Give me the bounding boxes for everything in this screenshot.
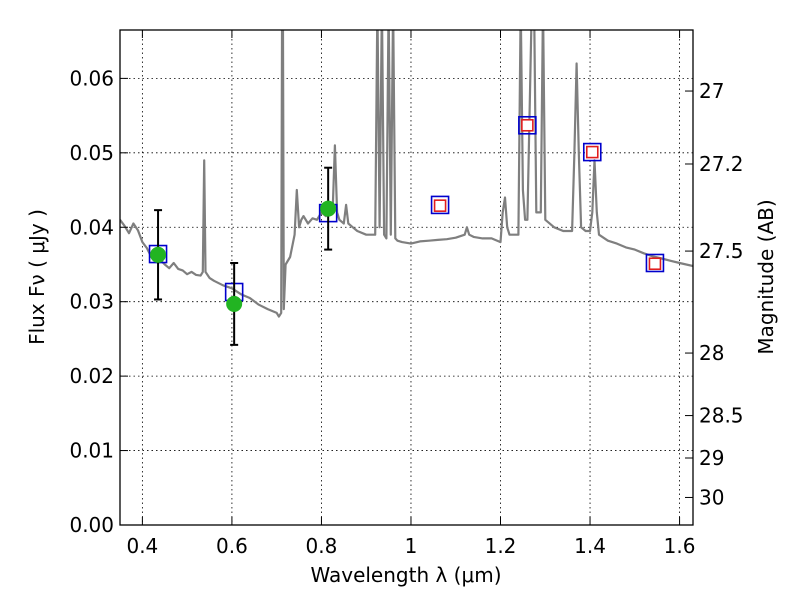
y2-tick-label: 28 (699, 341, 724, 365)
y2-tick-label: 27.5 (699, 239, 744, 263)
tick-labels: 0.4 0.6 0.8 1 1.2 1.4 1.6 0.00 0.01 0.02 0.03 0.04 0… (69, 66, 743, 558)
y-tick-label: 0.01 (69, 439, 114, 463)
y-axis-title: Flux Fν ( μJy ) (25, 209, 49, 345)
x-tick-label: 1 (405, 534, 418, 558)
grid (120, 30, 693, 526)
y2-axis-title: Magnitude (AB) (754, 199, 778, 354)
y2-tick-label: 29 (699, 446, 724, 470)
y-tick-label: 0.05 (69, 141, 114, 165)
plot-frame (119, 29, 694, 526)
spectrum-line (120, 30, 693, 318)
marker-layer (148, 115, 665, 346)
predicted-square-marker (521, 118, 534, 132)
predicted-square-marker (585, 145, 599, 159)
x-tick-label: 1.4 (574, 534, 606, 558)
model-square-marker (582, 142, 602, 162)
y-tick-label: 0.03 (69, 290, 114, 314)
x-tick-label: 0.6 (216, 534, 248, 558)
y2-tick-label: 27 (699, 79, 724, 103)
predicted-square-marker (433, 199, 447, 212)
x-tick-label: 0.4 (126, 534, 158, 558)
observed-point (226, 295, 243, 312)
x-tick-label: 1.2 (485, 534, 517, 558)
y2-tick-label: 30 (699, 485, 724, 509)
observed-point (150, 246, 167, 263)
x-axis-title: Wavelength λ (μm) (310, 563, 501, 587)
model-square-marker (430, 195, 450, 215)
y-tick-label: 0.02 (69, 364, 114, 388)
x-tick-label: 1.6 (664, 534, 696, 558)
y2-tick-label: 27.2 (699, 152, 744, 176)
y2-tick-label: 28.5 (699, 404, 744, 428)
y-tick-label: 0.00 (69, 513, 114, 537)
model-square-marker (518, 115, 537, 135)
y-tick-label: 0.06 (69, 66, 114, 90)
predicted-square-marker (648, 257, 662, 271)
spectrum-layer (120, 30, 693, 318)
observed-point (320, 200, 337, 217)
ticks (120, 30, 693, 526)
model-square-marker (645, 253, 665, 273)
x-tick-label: 0.8 (306, 534, 338, 558)
y-tick-label: 0.04 (69, 215, 114, 239)
